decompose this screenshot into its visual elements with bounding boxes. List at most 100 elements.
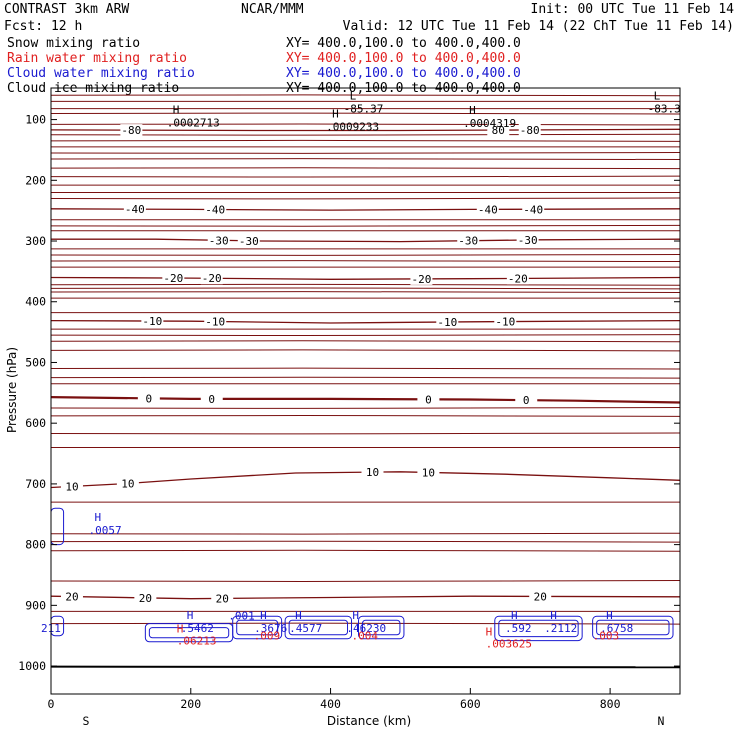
isotherm-line: [50, 260, 681, 263]
contour-label-bg: [137, 392, 160, 405]
rain-extremum-value: .004: [352, 630, 379, 643]
extremum-mark: L: [654, 90, 661, 103]
contour-label-bg: [211, 592, 234, 605]
isotherm-line: [50, 432, 681, 435]
contour-label: 20: [534, 590, 547, 603]
contour-label: 0: [523, 394, 530, 407]
cloud-water-contour-inner: [362, 619, 401, 636]
contour-label-bg: [487, 124, 510, 137]
extremum-value: .592: [505, 622, 532, 635]
contour-label-bg: [518, 123, 541, 136]
contour-label: 0: [208, 393, 215, 406]
contour-label: -10: [495, 316, 515, 329]
extremum-mark: H: [187, 609, 194, 622]
surface-line: [50, 665, 681, 669]
contour-labels: -80 80 -80 -40 -40 -40 -40 -30 -30 -30 -30 -20 -20 -2…: [41, 90, 681, 651]
extremum-mark: H: [550, 609, 557, 622]
temperature-contour: [51, 238, 681, 243]
contour-label-bg: [134, 591, 157, 604]
contour-label-bg: [529, 590, 552, 603]
temperature-contour: [50, 128, 681, 132]
extremum-value: .5462: [181, 622, 214, 635]
extremum-value: -83.3: [648, 103, 681, 116]
contour-label-bg: [116, 477, 139, 490]
isotherm-line: [50, 224, 681, 227]
contour-label-bg: [60, 590, 83, 603]
isotherm-line: [50, 549, 681, 552]
field-cloud-water-xy: XY= 400.0,100.0 to 400.0,400.0: [286, 66, 521, 81]
rain-extremum-value: .009: [254, 630, 281, 643]
contour-label: 80: [492, 124, 505, 137]
isotherm-line: [50, 532, 681, 535]
extremum-mark: H: [469, 104, 476, 117]
extremum-value: -85.37: [344, 103, 384, 116]
contour-label: -30: [239, 235, 259, 248]
extremum-mark: H: [332, 107, 339, 120]
temperature-contour: [50, 396, 681, 404]
x-tick-label: 0: [48, 697, 55, 711]
extremum-mark: H: [95, 511, 102, 524]
cloud-water-contour-inner: [498, 619, 579, 638]
temperature-contour: [50, 276, 681, 280]
contour-label-bg: [120, 124, 143, 137]
cloud-water-contour-inner: [236, 619, 279, 636]
init-time: Init: 00 UTC Tue 11 Feb 14: [531, 2, 735, 17]
contour-label-bg: [60, 480, 83, 493]
extremum-value: .0004319: [463, 117, 516, 130]
contour-label: -10: [142, 315, 162, 328]
contour-label: 20: [139, 592, 152, 605]
extremum-mark: H: [173, 104, 180, 117]
contour-label: -40: [523, 203, 543, 216]
cloud-water-contour: [494, 615, 583, 642]
y-tick-label: 200: [25, 173, 46, 187]
isotherm-line: [50, 197, 681, 200]
contour-label: -30: [209, 234, 229, 247]
y-tick-label: 100: [25, 113, 46, 127]
contour-label-bg: [515, 394, 538, 407]
isotherm-line: [50, 283, 681, 286]
contour-label: 20: [65, 591, 78, 604]
contour-label: -20: [163, 272, 183, 285]
extremum-value: .4577: [289, 622, 322, 635]
contour-label: -40: [125, 203, 145, 216]
extremum-value: .6758: [600, 622, 633, 635]
contour-label-bg: [457, 234, 480, 247]
extremum-mark: L: [350, 90, 357, 103]
rain-extremum-mark: H: [486, 626, 493, 639]
isotherm-line: [50, 340, 681, 343]
cloud-water-contour: [232, 615, 283, 640]
extremum-mark: H: [352, 609, 359, 622]
contour-label: -30: [518, 234, 538, 247]
model-title: CONTRAST 3km ARW: [4, 2, 129, 17]
org-label: NCAR/MMM: [241, 2, 304, 17]
field-snow-xy: XY= 400.0,100.0 to 400.0,400.0: [286, 36, 521, 51]
contour-label-bg: [436, 315, 459, 328]
contour-label-bg: [417, 466, 440, 479]
extremum-value: .3676: [254, 622, 287, 635]
cloud-water-contour: [358, 615, 405, 640]
x-tick-label: 200: [180, 697, 201, 711]
extremum-mark: H: [606, 609, 613, 622]
contour-label-bg: [410, 272, 433, 285]
north-label: N: [658, 714, 665, 728]
contour-label-bg: [200, 392, 223, 405]
isotherm-line: [50, 349, 681, 352]
isotherm-line: [50, 367, 681, 370]
y-tick-label: 300: [25, 234, 46, 248]
cloud-water-contour-inner: [288, 619, 349, 636]
isotherm-line: [50, 407, 681, 409]
extremum-mark: H: [511, 609, 518, 622]
contour-label: -20: [508, 272, 528, 285]
forecast-hour: Fcst: 12 h: [4, 19, 82, 34]
cloud-water-contour-inner: [148, 627, 230, 639]
cloud-water-contour: [592, 615, 674, 640]
x-axis-title: Distance (km): [327, 714, 411, 728]
contour-label-bg: [204, 315, 227, 328]
contour-label-bg: [417, 393, 440, 406]
contour-label: 10: [422, 466, 435, 479]
extremum-value: .46230: [346, 622, 386, 635]
field-rain-xy: XY= 400.0,100.0 to 400.0,400.0: [286, 51, 521, 66]
x-tick-label: 400: [320, 697, 341, 711]
